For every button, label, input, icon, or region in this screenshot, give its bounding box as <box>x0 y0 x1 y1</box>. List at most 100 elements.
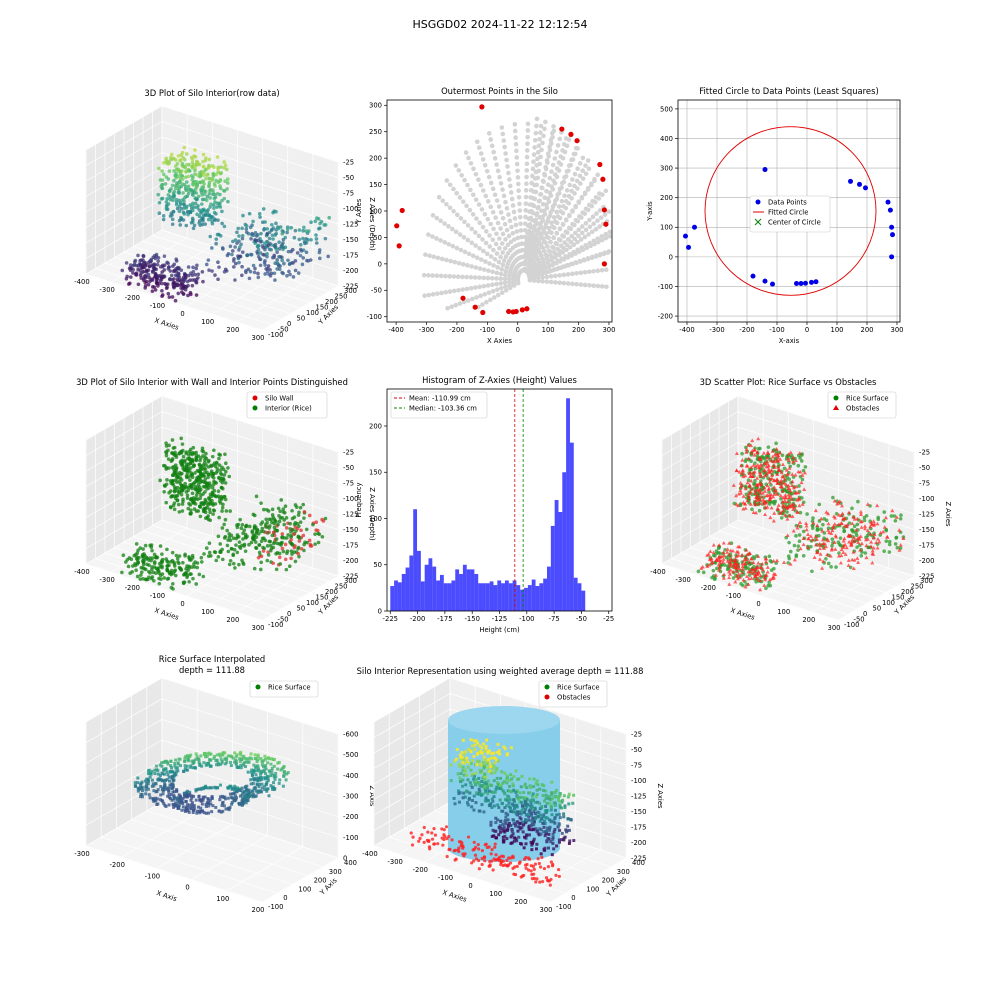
data-point <box>899 513 903 517</box>
data-point <box>828 554 833 558</box>
data-point <box>226 538 230 542</box>
data-point <box>214 471 218 475</box>
z-tick-label: -200 <box>919 557 934 565</box>
data-point <box>184 464 189 469</box>
surface-cell <box>273 777 277 781</box>
data-point <box>254 535 259 539</box>
data-point <box>290 552 294 556</box>
data-point <box>150 269 155 274</box>
data-point <box>214 241 218 246</box>
data-point <box>172 507 177 512</box>
data-point <box>752 453 757 457</box>
data-point <box>282 261 286 266</box>
interior-point <box>585 158 591 163</box>
data-point <box>746 576 751 581</box>
data-point <box>204 451 208 456</box>
surface-cell <box>183 808 187 812</box>
grid-line-z <box>737 395 915 453</box>
data-point <box>745 480 750 485</box>
data-point <box>172 189 176 194</box>
interior-point <box>500 187 505 192</box>
data-point <box>882 525 887 529</box>
interior-point <box>587 283 592 288</box>
grid-line-z <box>661 488 739 534</box>
z-tick-label: -100 <box>919 495 934 503</box>
data-point <box>144 555 149 560</box>
interior-point <box>515 168 520 174</box>
x-tick-label: -200 <box>410 615 425 623</box>
data-point <box>261 245 266 250</box>
data-point <box>277 555 282 560</box>
surface-cell <box>251 795 255 799</box>
data-point <box>268 539 273 544</box>
data-point <box>309 237 313 242</box>
data-point <box>735 562 740 566</box>
interior-point <box>473 230 478 235</box>
interior-point <box>550 187 556 192</box>
data-point <box>136 548 140 553</box>
data-point <box>290 516 295 521</box>
surface-cell <box>260 778 264 782</box>
surface-cell <box>192 806 196 810</box>
data-point <box>257 550 262 555</box>
data-point <box>233 245 237 249</box>
interior-point <box>458 216 464 221</box>
data-point <box>166 261 170 266</box>
data-point <box>154 252 159 257</box>
outermost-point <box>519 307 525 313</box>
interior-point <box>570 281 575 287</box>
data-point <box>172 564 177 568</box>
data-point <box>164 500 169 505</box>
data-point <box>175 485 180 490</box>
data-point <box>178 481 183 486</box>
surface-cell <box>264 772 268 776</box>
interior-point <box>481 275 487 281</box>
data-point <box>261 207 266 211</box>
data-point <box>178 169 182 173</box>
data-point <box>818 543 823 548</box>
data-point <box>200 270 205 274</box>
data-point <box>794 484 799 489</box>
data-point <box>815 523 820 527</box>
data-point <box>138 262 143 267</box>
interior-point <box>478 151 484 156</box>
histogram-bar <box>436 580 440 611</box>
data-point <box>326 254 330 259</box>
surface-cell <box>266 756 270 760</box>
interior-point <box>426 273 431 278</box>
data-point <box>849 542 854 547</box>
interior-point <box>545 260 551 266</box>
data-point <box>301 502 306 507</box>
interior-point <box>497 236 502 241</box>
x-tick-label: -200 <box>449 326 464 334</box>
x-tick-label: -400 <box>650 568 665 576</box>
surface-cell <box>189 764 193 768</box>
data-point <box>287 269 291 274</box>
data-point <box>836 513 841 517</box>
interior-point <box>556 252 562 258</box>
data-point <box>874 540 879 545</box>
data-point <box>889 224 895 230</box>
interior-point <box>462 177 467 183</box>
data-point <box>227 535 232 539</box>
axes-frame <box>677 99 901 323</box>
data-point <box>210 219 214 224</box>
data-point <box>799 480 804 485</box>
data-point <box>263 272 267 276</box>
data-point <box>201 152 206 157</box>
data-point <box>692 224 697 230</box>
data-point <box>714 549 719 553</box>
data-point <box>205 194 210 199</box>
surface-cell <box>199 806 203 810</box>
data-point <box>858 534 863 539</box>
y-axis-label: Frequency <box>355 482 363 517</box>
surface-cell <box>223 795 227 799</box>
data-point <box>258 215 262 219</box>
histogram-bar <box>439 574 444 611</box>
data-point <box>836 522 841 527</box>
interior-point <box>466 155 471 161</box>
surface-cell <box>139 795 143 799</box>
interior-point <box>478 182 484 188</box>
data-point <box>190 273 195 278</box>
data-point <box>323 516 328 521</box>
